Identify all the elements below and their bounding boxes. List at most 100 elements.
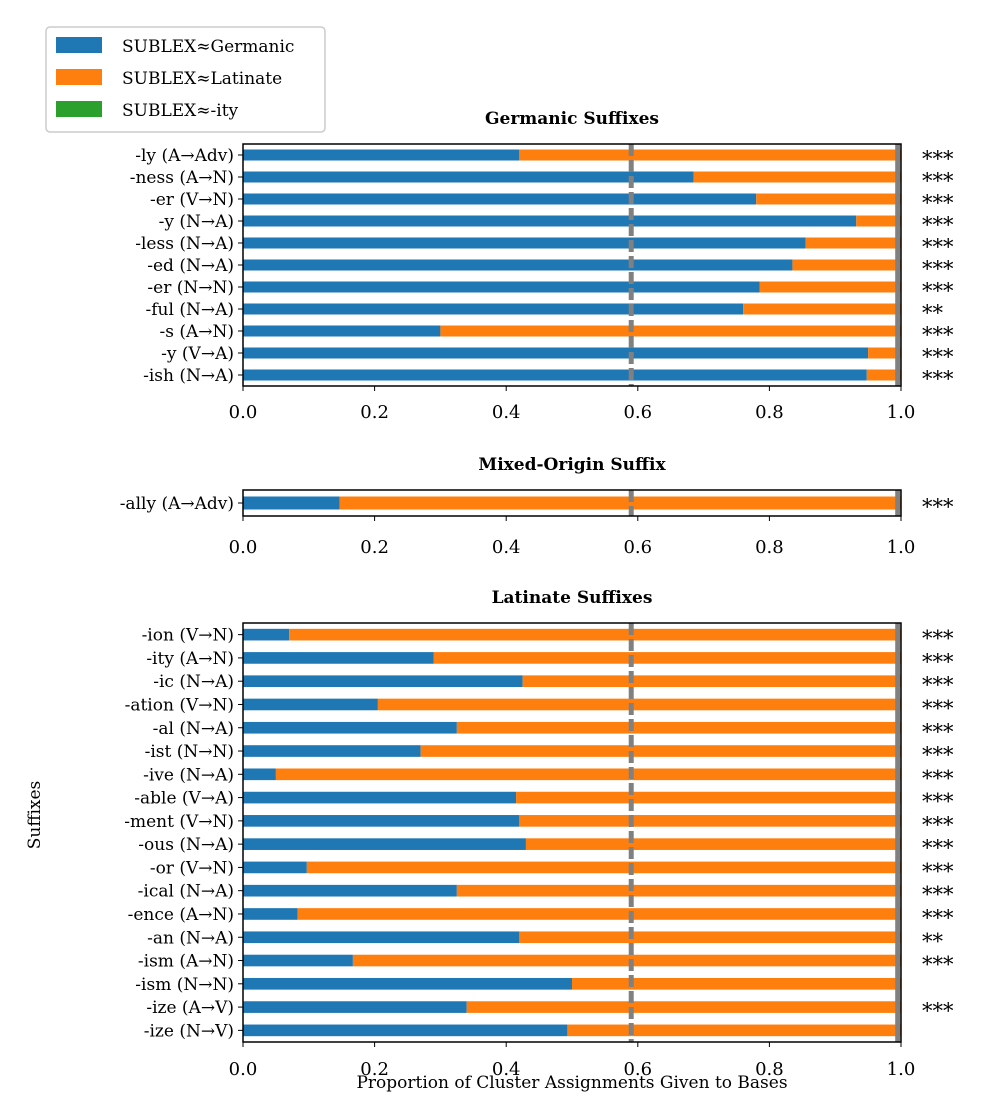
- x-tick-label: 0.0: [229, 1059, 258, 1080]
- x-tick-label: 0.0: [229, 537, 258, 558]
- x-tick-label: 0.4: [492, 402, 521, 423]
- legend-swatch-latinate: [56, 69, 102, 85]
- significance-marker: ***: [922, 367, 954, 391]
- significance-marker: ***: [922, 766, 954, 790]
- bar-latinate: [306, 861, 901, 874]
- bar-row-er-n-n: [243, 281, 901, 293]
- category-label: -or (V→N): [150, 858, 234, 878]
- bar-latinate: [420, 745, 901, 757]
- bar-latinate: [567, 1024, 901, 1037]
- significance-marker: ***: [922, 495, 954, 519]
- axes-frame: [242, 489, 902, 517]
- bar-germanic: [243, 791, 517, 804]
- bar-latinate: [743, 303, 901, 315]
- bar-row-ist-n-n: [243, 745, 901, 757]
- significance-marker: ***: [922, 345, 954, 369]
- category-label: -an (N→A): [147, 928, 234, 948]
- panel-mixed-origin: Mixed-Origin Suffix -ally (A→Adv) *** 0.0 0.…: [120, 455, 954, 558]
- panel-title: Germanic Suffixes: [485, 109, 659, 129]
- bar-row-less-n-a: [243, 237, 901, 249]
- significance-marker: ***: [922, 257, 954, 281]
- category-label: -ism (A→N): [138, 952, 234, 972]
- legend-swatch-ity: [56, 101, 102, 117]
- category-label: -ish (N→A): [143, 366, 234, 386]
- bar-latinate: [352, 954, 901, 967]
- bar-row-ity-a-n: [243, 652, 901, 664]
- bar-row-ous-n-a: [243, 838, 901, 850]
- bar-germanic: [243, 815, 520, 827]
- bar-germanic: [243, 347, 869, 359]
- bar-germanic: [243, 171, 694, 183]
- bar-latinate: [756, 193, 901, 205]
- significance-marker: **: [922, 929, 944, 953]
- significance-marker: ***: [922, 953, 954, 977]
- category-label: -er (N→N): [147, 278, 234, 298]
- significance-marker: ***: [922, 743, 954, 767]
- legend-swatch-germanic: [56, 37, 102, 53]
- bar-latinate: [693, 171, 901, 183]
- legend-frame: [45, 26, 326, 133]
- bar-row-ness-a-n: [243, 171, 901, 183]
- bar-germanic: [243, 1024, 568, 1037]
- bar-latinate: [519, 815, 901, 827]
- bar-latinate: [805, 237, 901, 249]
- bar-germanic: [243, 325, 441, 337]
- panel-title: Latinate Suffixes: [492, 588, 653, 608]
- category-label: -ical (N→A): [138, 882, 234, 902]
- bar-row-ed-n-a: [243, 259, 901, 271]
- bar-row-er-v-n: [243, 193, 901, 205]
- bar-row-al-n-a: [243, 721, 901, 734]
- bar-row-ic-n-a: [243, 675, 901, 688]
- bar-row-ize-a-v: [243, 1001, 901, 1013]
- bar-germanic: [243, 838, 526, 850]
- bar-row-able-v-a: [243, 791, 901, 804]
- bar-germanic: [243, 954, 353, 967]
- category-label: -ive (N→A): [143, 765, 234, 785]
- bar-latinate: [466, 1001, 901, 1013]
- axes-frame: [242, 143, 902, 387]
- bar-latinate: [856, 215, 901, 227]
- significance-marker: ***: [922, 279, 954, 303]
- significance-marker: ***: [922, 627, 954, 651]
- significance-marker: ***: [922, 169, 954, 193]
- bar-germanic: [243, 237, 806, 249]
- significance-marker: ***: [922, 790, 954, 814]
- category-label: -ation (V→N): [125, 695, 234, 715]
- category-label: -ness (A→N): [130, 168, 234, 188]
- bar-row-ism-n-n: [243, 977, 901, 990]
- bar-latinate: [377, 698, 901, 711]
- bar-germanic: [243, 698, 378, 711]
- bar-latinate: [456, 721, 901, 734]
- category-label: -ed (N→A): [147, 256, 234, 276]
- panel-germanic: Germanic Suffixes -ly (A→Adv) *** -ness (A→…: [130, 109, 954, 423]
- bar-germanic: [243, 721, 457, 734]
- bar-row-ize-n-v: [243, 1024, 901, 1037]
- bar-row-ment-v-n: [243, 815, 901, 827]
- bar-latinate: [868, 347, 901, 359]
- x-tick-label: 0.2: [360, 537, 389, 558]
- x-tick-label: 0.4: [492, 1059, 521, 1080]
- category-label: -ize (N→V): [144, 1021, 234, 1041]
- category-label: -ic (N→A): [153, 672, 234, 692]
- bar-row-ish-n-a: [243, 369, 901, 381]
- bar-germanic: [243, 908, 298, 920]
- bar-row-ical-n-a: [243, 884, 901, 897]
- category-label: -ity (A→N): [146, 649, 234, 669]
- significance-marker: ***: [922, 235, 954, 259]
- x-tick-label: 0.8: [755, 537, 784, 558]
- bar-row-ence-a-n: [243, 908, 901, 920]
- bar-germanic: [243, 977, 572, 990]
- bar-row-s-a-n: [243, 325, 901, 337]
- bar-row-ation-v-n: [243, 698, 901, 711]
- category-label: -less (N→A): [135, 234, 234, 254]
- significance-marker: ***: [922, 720, 954, 744]
- x-tick-label: 0.0: [229, 402, 258, 423]
- bar-latinate: [339, 496, 901, 510]
- bar-latinate: [289, 628, 901, 641]
- x-tick-label: 0.2: [360, 1059, 389, 1080]
- category-label: -er (V→N): [150, 190, 234, 210]
- significance-marker: ***: [922, 213, 954, 237]
- category-label: -ism (N→N): [135, 975, 234, 995]
- significance-marker: ***: [922, 147, 954, 171]
- bar-row-ally-a-adv: [243, 496, 901, 510]
